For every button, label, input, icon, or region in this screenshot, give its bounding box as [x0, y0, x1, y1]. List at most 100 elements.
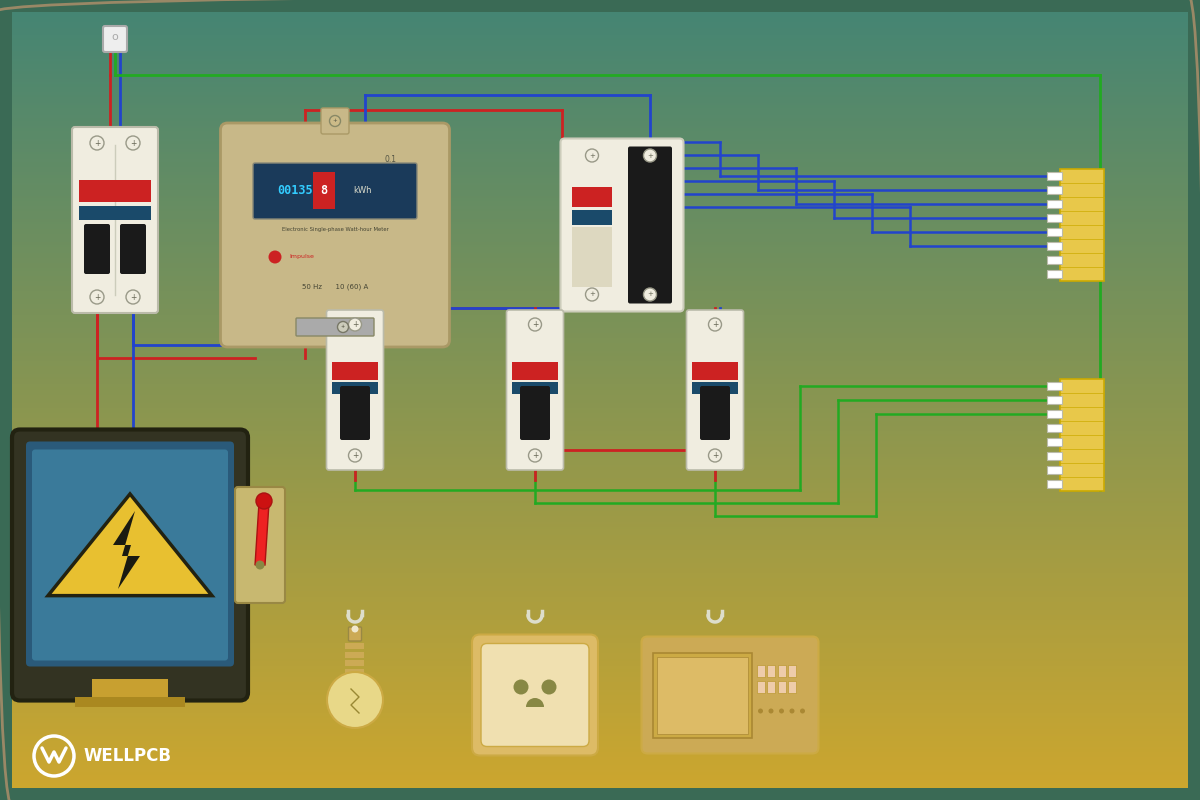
Bar: [12, 46, 1188, 48]
Bar: [12, 511, 1188, 514]
Bar: [12, 237, 1188, 240]
Bar: [12, 144, 1188, 146]
Circle shape: [256, 493, 272, 509]
Bar: [12, 253, 1188, 255]
Bar: [12, 281, 1188, 284]
Text: 8: 8: [320, 184, 328, 197]
Bar: [12, 715, 1188, 718]
Bar: [12, 563, 1188, 566]
Bar: [12, 457, 1188, 459]
Bar: [12, 318, 1188, 320]
Bar: [1046, 396, 1062, 404]
Bar: [12, 482, 1188, 486]
Bar: [12, 581, 1188, 584]
Bar: [12, 778, 1188, 780]
FancyBboxPatch shape: [472, 634, 598, 755]
Bar: [12, 283, 1188, 286]
Bar: [12, 25, 1188, 27]
Bar: [12, 203, 1188, 206]
Circle shape: [779, 709, 784, 714]
Bar: [778, 681, 786, 693]
Bar: [756, 665, 764, 677]
Bar: [12, 574, 1188, 576]
Bar: [12, 442, 1188, 444]
Bar: [12, 121, 1188, 123]
Bar: [12, 635, 1188, 638]
Bar: [12, 630, 1188, 633]
Bar: [12, 449, 1188, 452]
Bar: [12, 638, 1188, 641]
Bar: [1046, 410, 1062, 418]
Circle shape: [90, 136, 104, 150]
Bar: [12, 82, 1188, 85]
Bar: [12, 729, 1188, 731]
Bar: [12, 452, 1188, 454]
Circle shape: [348, 449, 361, 462]
Bar: [12, 33, 1188, 35]
Bar: [12, 566, 1188, 568]
Circle shape: [90, 290, 104, 304]
Bar: [12, 382, 1188, 385]
Polygon shape: [113, 511, 140, 589]
Bar: [12, 498, 1188, 501]
Bar: [12, 201, 1188, 203]
Circle shape: [528, 449, 541, 462]
Circle shape: [586, 149, 599, 162]
Circle shape: [330, 115, 341, 126]
Circle shape: [528, 318, 541, 331]
Bar: [12, 702, 1188, 706]
Bar: [12, 297, 1188, 299]
Bar: [12, 503, 1188, 506]
Bar: [12, 426, 1188, 429]
FancyBboxPatch shape: [340, 386, 370, 440]
FancyBboxPatch shape: [120, 224, 146, 274]
Bar: [12, 310, 1188, 312]
Bar: [12, 100, 1188, 102]
Bar: [12, 700, 1188, 702]
Bar: [12, 687, 1188, 690]
Bar: [12, 240, 1188, 242]
Bar: [788, 665, 796, 677]
Bar: [12, 674, 1188, 677]
Bar: [572, 187, 612, 207]
Bar: [12, 157, 1188, 159]
Bar: [12, 115, 1188, 118]
Bar: [12, 142, 1188, 144]
Bar: [12, 108, 1188, 110]
FancyBboxPatch shape: [326, 310, 384, 470]
Bar: [12, 379, 1188, 382]
Bar: [12, 723, 1188, 726]
Bar: [12, 291, 1188, 294]
Bar: [12, 35, 1188, 38]
Bar: [12, 369, 1188, 371]
Circle shape: [790, 709, 794, 714]
Bar: [1046, 452, 1062, 460]
Bar: [12, 607, 1188, 610]
Circle shape: [708, 449, 721, 462]
Bar: [12, 314, 1188, 318]
Bar: [12, 757, 1188, 759]
Bar: [12, 614, 1188, 618]
Bar: [12, 94, 1188, 98]
Bar: [12, 656, 1188, 658]
Bar: [12, 625, 1188, 628]
Bar: [12, 312, 1188, 314]
Bar: [12, 506, 1188, 509]
Text: +: +: [94, 138, 100, 147]
Circle shape: [256, 561, 264, 570]
Bar: [12, 224, 1188, 226]
Bar: [12, 325, 1188, 327]
Bar: [12, 193, 1188, 196]
Bar: [12, 698, 1188, 700]
Bar: [12, 570, 1188, 574]
Bar: [79, 180, 151, 202]
Wedge shape: [526, 698, 544, 707]
Bar: [12, 618, 1188, 620]
Bar: [12, 371, 1188, 374]
Bar: [12, 530, 1188, 532]
Bar: [12, 346, 1188, 348]
Bar: [12, 413, 1188, 415]
Bar: [12, 597, 1188, 599]
Bar: [12, 415, 1188, 418]
Bar: [12, 335, 1188, 338]
